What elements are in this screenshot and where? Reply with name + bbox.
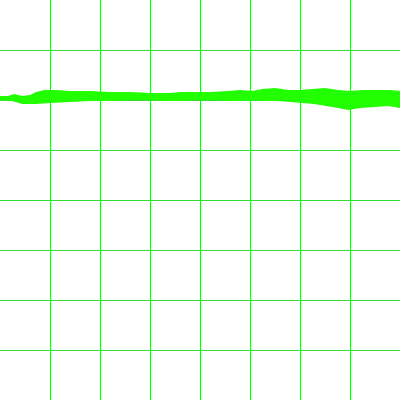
drawn-stroke xyxy=(0,88,400,110)
